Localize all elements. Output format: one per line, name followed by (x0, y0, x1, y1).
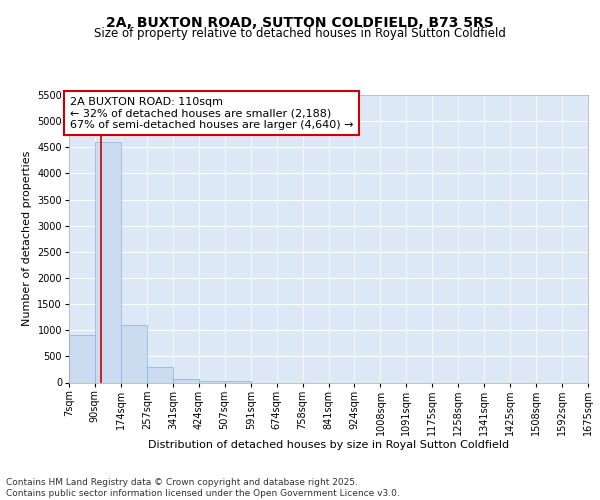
Text: 2A, BUXTON ROAD, SUTTON COLDFIELD, B73 5RS: 2A, BUXTON ROAD, SUTTON COLDFIELD, B73 5… (106, 16, 494, 30)
Bar (69, 336, 95, 382)
Bar (147, 367, 173, 382)
Bar (121, 325, 147, 382)
Bar (173, 378, 199, 382)
X-axis label: Distribution of detached houses by size in Royal Sutton Coldfield: Distribution of detached houses by size … (148, 440, 509, 450)
Text: 2A BUXTON ROAD: 110sqm
← 32% of detached houses are smaller (2,188)
67% of semi-: 2A BUXTON ROAD: 110sqm ← 32% of detached… (70, 96, 353, 130)
Bar (95, 142, 121, 382)
Y-axis label: Number of detached properties: Number of detached properties (22, 151, 32, 326)
Text: Contains HM Land Registry data © Crown copyright and database right 2025.
Contai: Contains HM Land Registry data © Crown c… (6, 478, 400, 498)
Bar (199, 381, 224, 382)
Text: Size of property relative to detached houses in Royal Sutton Coldfield: Size of property relative to detached ho… (94, 28, 506, 40)
